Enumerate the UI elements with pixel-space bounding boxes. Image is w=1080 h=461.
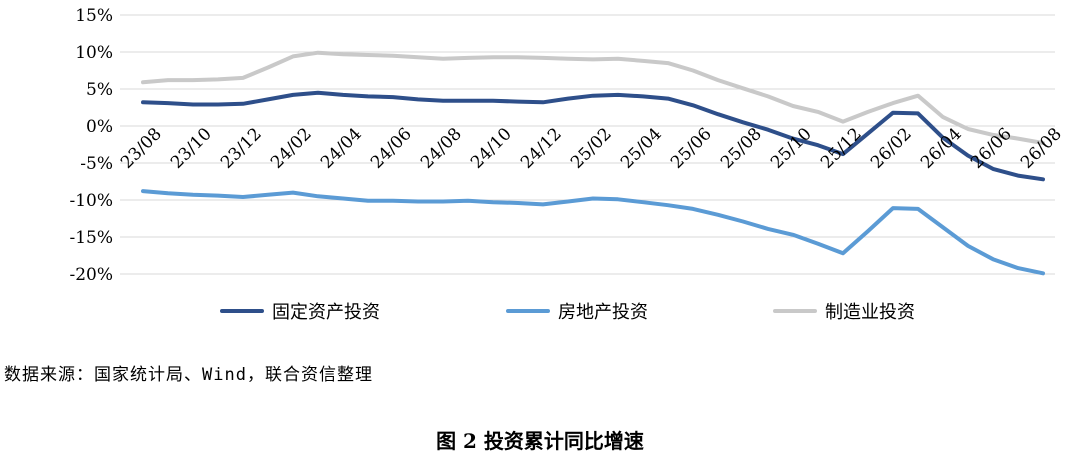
y-tick-label: 0% — [86, 117, 113, 137]
x-tick-label: 24/06 — [367, 124, 416, 173]
x-tick-label: 24/08 — [417, 124, 466, 173]
legend: 固定资产投资 房地产投资 制造业投资 — [220, 302, 915, 323]
x-tick-label: 24/04 — [317, 124, 366, 173]
y-axis-labels: 15% 10% 5% 0% -5% -10% -15% -20% — [69, 6, 113, 285]
y-tick-label: 10% — [75, 43, 113, 63]
legend-label: 制造业投资 — [825, 302, 915, 323]
x-tick-label: 26/02 — [867, 124, 916, 173]
legend-label: 房地产投资 — [558, 302, 648, 323]
x-axis-labels: 23/08 23/10 23/12 24/02 24/04 24/06 24/08 24/10… — [117, 124, 1066, 173]
source-note: 数据来源：国家统计局、Wind，联合资信整理 — [4, 365, 373, 385]
x-tick-label: 23/08 — [117, 124, 166, 173]
y-tick-label: -20% — [69, 265, 113, 285]
y-tick-label: -5% — [80, 154, 113, 174]
x-tick-label: 24/02 — [267, 124, 316, 173]
series-line — [141, 50, 1045, 145]
y-tick-label: 5% — [86, 80, 113, 100]
y-tick-label: -15% — [69, 228, 113, 248]
series-line — [141, 189, 1045, 276]
x-tick-label: 25/04 — [617, 124, 666, 173]
y-tick-label: 15% — [75, 6, 113, 26]
x-tick-label: 23/12 — [217, 124, 266, 173]
x-tick-label: 24/10 — [467, 124, 516, 173]
legend-label: 固定资产投资 — [272, 302, 380, 323]
x-tick-label: 25/06 — [667, 124, 716, 173]
line-chart: 15% 10% 5% 0% -5% -10% -15% -20% 23/08 23/10 23/1… — [69, 6, 1066, 323]
series-lines — [141, 50, 1045, 276]
x-tick-label: 23/10 — [167, 124, 216, 173]
figure-title: 图 2 投资累计同比增速 — [436, 429, 644, 453]
y-tick-label: -10% — [69, 191, 113, 211]
x-tick-label: 24/12 — [517, 124, 566, 173]
series-line — [141, 90, 1045, 182]
x-tick-label: 25/02 — [567, 124, 616, 173]
x-tick-label: 25/08 — [717, 124, 766, 173]
x-tick-label: 26/08 — [1017, 124, 1066, 173]
